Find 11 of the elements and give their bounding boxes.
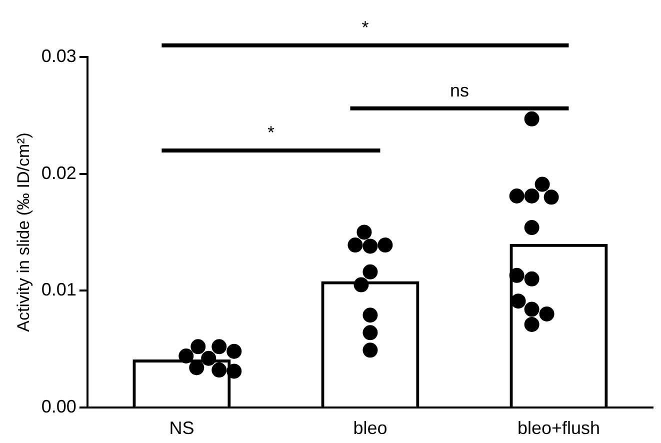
x-tick-label: bleo (353, 418, 388, 438)
x-tick-label: bleo+flush (517, 418, 600, 438)
x-tick-label: NS (169, 418, 194, 438)
y-tick-label: 0.03 (41, 46, 76, 66)
y-tick-label: 0.00 (41, 396, 76, 416)
y-tick-label: 0.02 (41, 162, 76, 183)
annotation: ns (450, 80, 469, 100)
y-axis-title: Activity in slide (‰ ID/cm²) (14, 132, 33, 332)
y-tick-label: 0.01 (41, 280, 76, 300)
text: * (362, 17, 369, 38)
annotation: * (267, 122, 274, 142)
